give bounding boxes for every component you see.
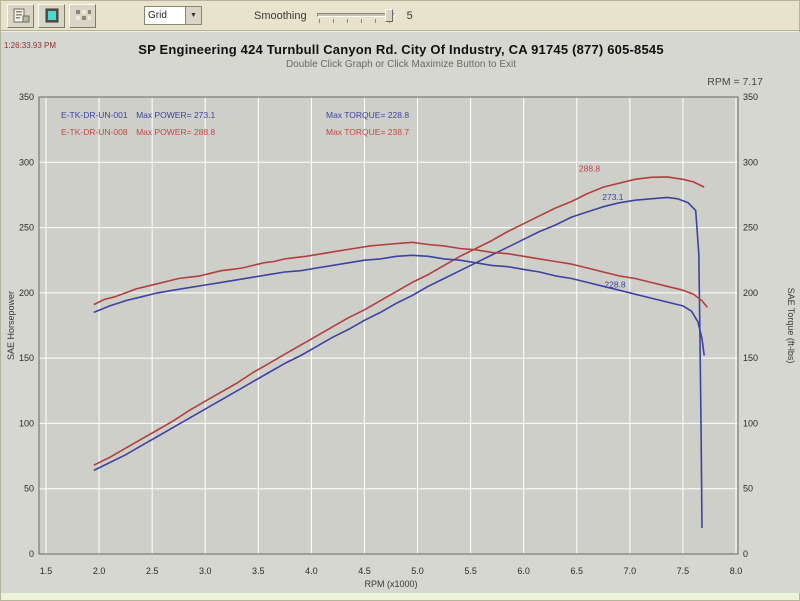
x-tick-label: 6.0: [517, 566, 530, 576]
y-tick-label-left: 0: [29, 549, 34, 559]
slider-thumb[interactable]: [385, 8, 394, 22]
peak-annotation: 288.8: [579, 163, 601, 173]
report-button[interactable]: [7, 3, 34, 28]
curve-0: [93, 176, 705, 466]
grid-icon: [75, 9, 91, 20]
x-tick-label: 2.0: [93, 566, 106, 576]
x-tick-label: 3.0: [199, 566, 212, 576]
smoothing-label: Smoothing: [254, 9, 307, 22]
report-icon: [13, 8, 29, 22]
x-tick-label: 4.0: [305, 566, 318, 576]
plot-border: [38, 96, 739, 555]
y-axis-title-right: SAE Torque (ft-lbs): [786, 288, 796, 364]
x-tick-label: 1.5: [40, 566, 53, 576]
plot-area[interactable]: [39, 97, 738, 554]
x-tick-label: 3.5: [252, 566, 265, 576]
y-axis-right-labels: 0 50 100 150 200 250 300 350: [743, 92, 758, 559]
monitor-icon: [45, 8, 58, 22]
slider-ticks: [318, 18, 393, 23]
grid-mode-value: Grid: [148, 10, 167, 21]
toolbar: Grid ▼ Smoothing 5: [1, 1, 799, 31]
x-tick-label: 5.5: [464, 566, 477, 576]
chart-subtitle: Double Click Graph or Click Maximize But…: [285, 59, 517, 70]
y-axis-left-labels: 0 50 100 150 200 250 300 350: [19, 92, 34, 559]
shop-title: SP Engineering 424 Turnbull Canyon Rd. C…: [138, 42, 664, 57]
y-tick-label-left: 100: [19, 418, 34, 428]
smoothing-slider[interactable]: [316, 8, 395, 24]
y-tick-label-left: 150: [19, 353, 34, 363]
y-tick-label-right: 250: [743, 223, 758, 233]
y-tick-label-left: 200: [19, 288, 34, 298]
slider-track: [316, 12, 395, 17]
y-tick-label-right: 300: [743, 157, 758, 167]
legend-run-power: E-TK-DR-UN-008 Max POWER= 288.8: [61, 127, 215, 137]
smoothing-value: 5: [406, 9, 413, 22]
rpm-cursor-readout: RPM = 7.17: [707, 76, 763, 88]
y-tick-label-left: 50: [24, 484, 34, 494]
curve-2: [93, 241, 708, 308]
dyno-graph[interactable]: 1.5 2.0 2.5 3.0 3.5 4.0 4.5 5.0 5.5 6.0 6.5 7.0 7.5 8…: [1, 87, 800, 593]
grid-mode-select[interactable]: Grid ▼: [144, 6, 202, 25]
x-tick-label: 6.5: [571, 566, 584, 576]
curve-1: [93, 196, 703, 528]
y-tick-label-left: 350: [19, 92, 34, 102]
x-tick-label: 2.5: [146, 566, 159, 576]
y-tick-label-right: 0: [743, 549, 748, 559]
x-axis-title: RPM (x1000): [364, 579, 417, 589]
chart-panel: 1:26:33.93 PM SP Engineering 424 Turnbul…: [1, 32, 800, 593]
x-tick-label: 4.5: [358, 566, 371, 576]
x-tick-label: 7.5: [677, 566, 690, 576]
x-tick-label: 5.0: [411, 566, 424, 576]
chevron-down-icon[interactable]: ▼: [185, 7, 201, 24]
legend-max-torque: Max TORQUE= 238.7: [326, 127, 409, 137]
peak-annotation: 228.8: [604, 280, 626, 290]
x-tick-label: 7.0: [624, 566, 637, 576]
grid-settings-button[interactable]: [69, 3, 96, 28]
peak-annotation: 273.1: [602, 192, 624, 202]
chart-header: 1:26:33.93 PM SP Engineering 424 Turnbul…: [1, 32, 800, 88]
legend-max-torque: Max TORQUE= 228.8: [326, 110, 409, 120]
y-axis-title-left: SAE Horsepower: [6, 291, 16, 360]
y-tick-label-left: 300: [19, 157, 34, 167]
x-tick-label: 8.0: [730, 566, 743, 576]
maximize-graph-button[interactable]: [38, 3, 65, 28]
legend-run-power: E-TK-DR-UN-001 Max POWER= 273.1: [61, 110, 215, 120]
curve-3: [93, 254, 705, 356]
y-tick-label-left: 250: [19, 223, 34, 233]
y-tick-label-right: 50: [743, 484, 753, 494]
y-tick-label-right: 350: [743, 92, 758, 102]
y-tick-label-right: 150: [743, 353, 758, 363]
y-tick-label-right: 200: [743, 288, 758, 298]
x-tick-labels: 1.5 2.0 2.5 3.0 3.5 4.0 4.5 5.0 5.5 6.0 6.5 7.0 7.5 8…: [40, 566, 743, 576]
legend: E-TK-DR-UN-001 Max POWER= 273.1 Max TORQU…: [61, 110, 409, 137]
run-timestamp: 1:26:33.93 PM: [4, 41, 57, 50]
y-tick-label-right: 100: [743, 418, 758, 428]
